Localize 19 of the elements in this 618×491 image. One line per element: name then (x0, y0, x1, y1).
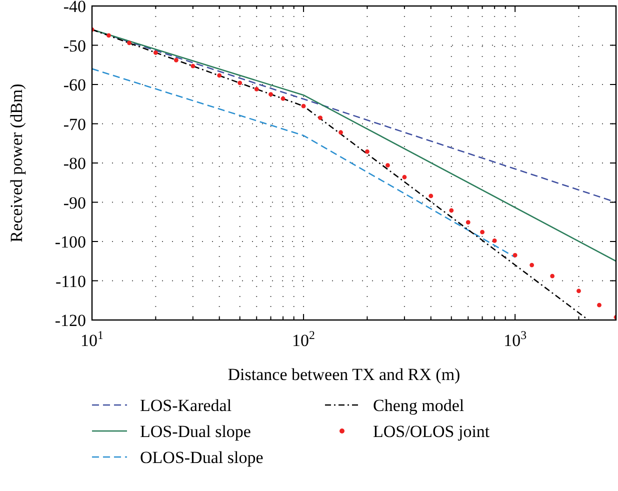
y-tick-label: -40 (63, 0, 86, 16)
y-tick-label: -60 (63, 76, 86, 94)
legend-label: OLOS-Dual slope (140, 448, 264, 467)
y-tick-label: -90 (63, 193, 86, 212)
y-tick-label: -80 (63, 154, 86, 173)
x-tick-label: 10$^{2}$ (292, 328, 316, 350)
x-axis-title: Distance between TX and RX (m) (228, 365, 460, 384)
legend-label: LOS-Dual slope (140, 422, 251, 441)
legend-label: LOS-Karedal (140, 396, 232, 415)
y-tick-label: -120 (54, 311, 86, 330)
x-tick-label: 10$^{1}$ (80, 328, 104, 350)
x-tick-label: 10$^{3}$ (504, 328, 527, 350)
y-axis-title: Received power (dBm) (7, 84, 26, 242)
y-tick-label: -70 (63, 114, 86, 134)
y-tick-label: -100 (54, 232, 86, 252)
legend-label: Cheng model (373, 396, 464, 415)
legend-label: LOS/OLOS joint (373, 422, 490, 441)
y-tick-label: -50 (63, 36, 86, 56)
y-tick-label: -110 (55, 272, 86, 291)
